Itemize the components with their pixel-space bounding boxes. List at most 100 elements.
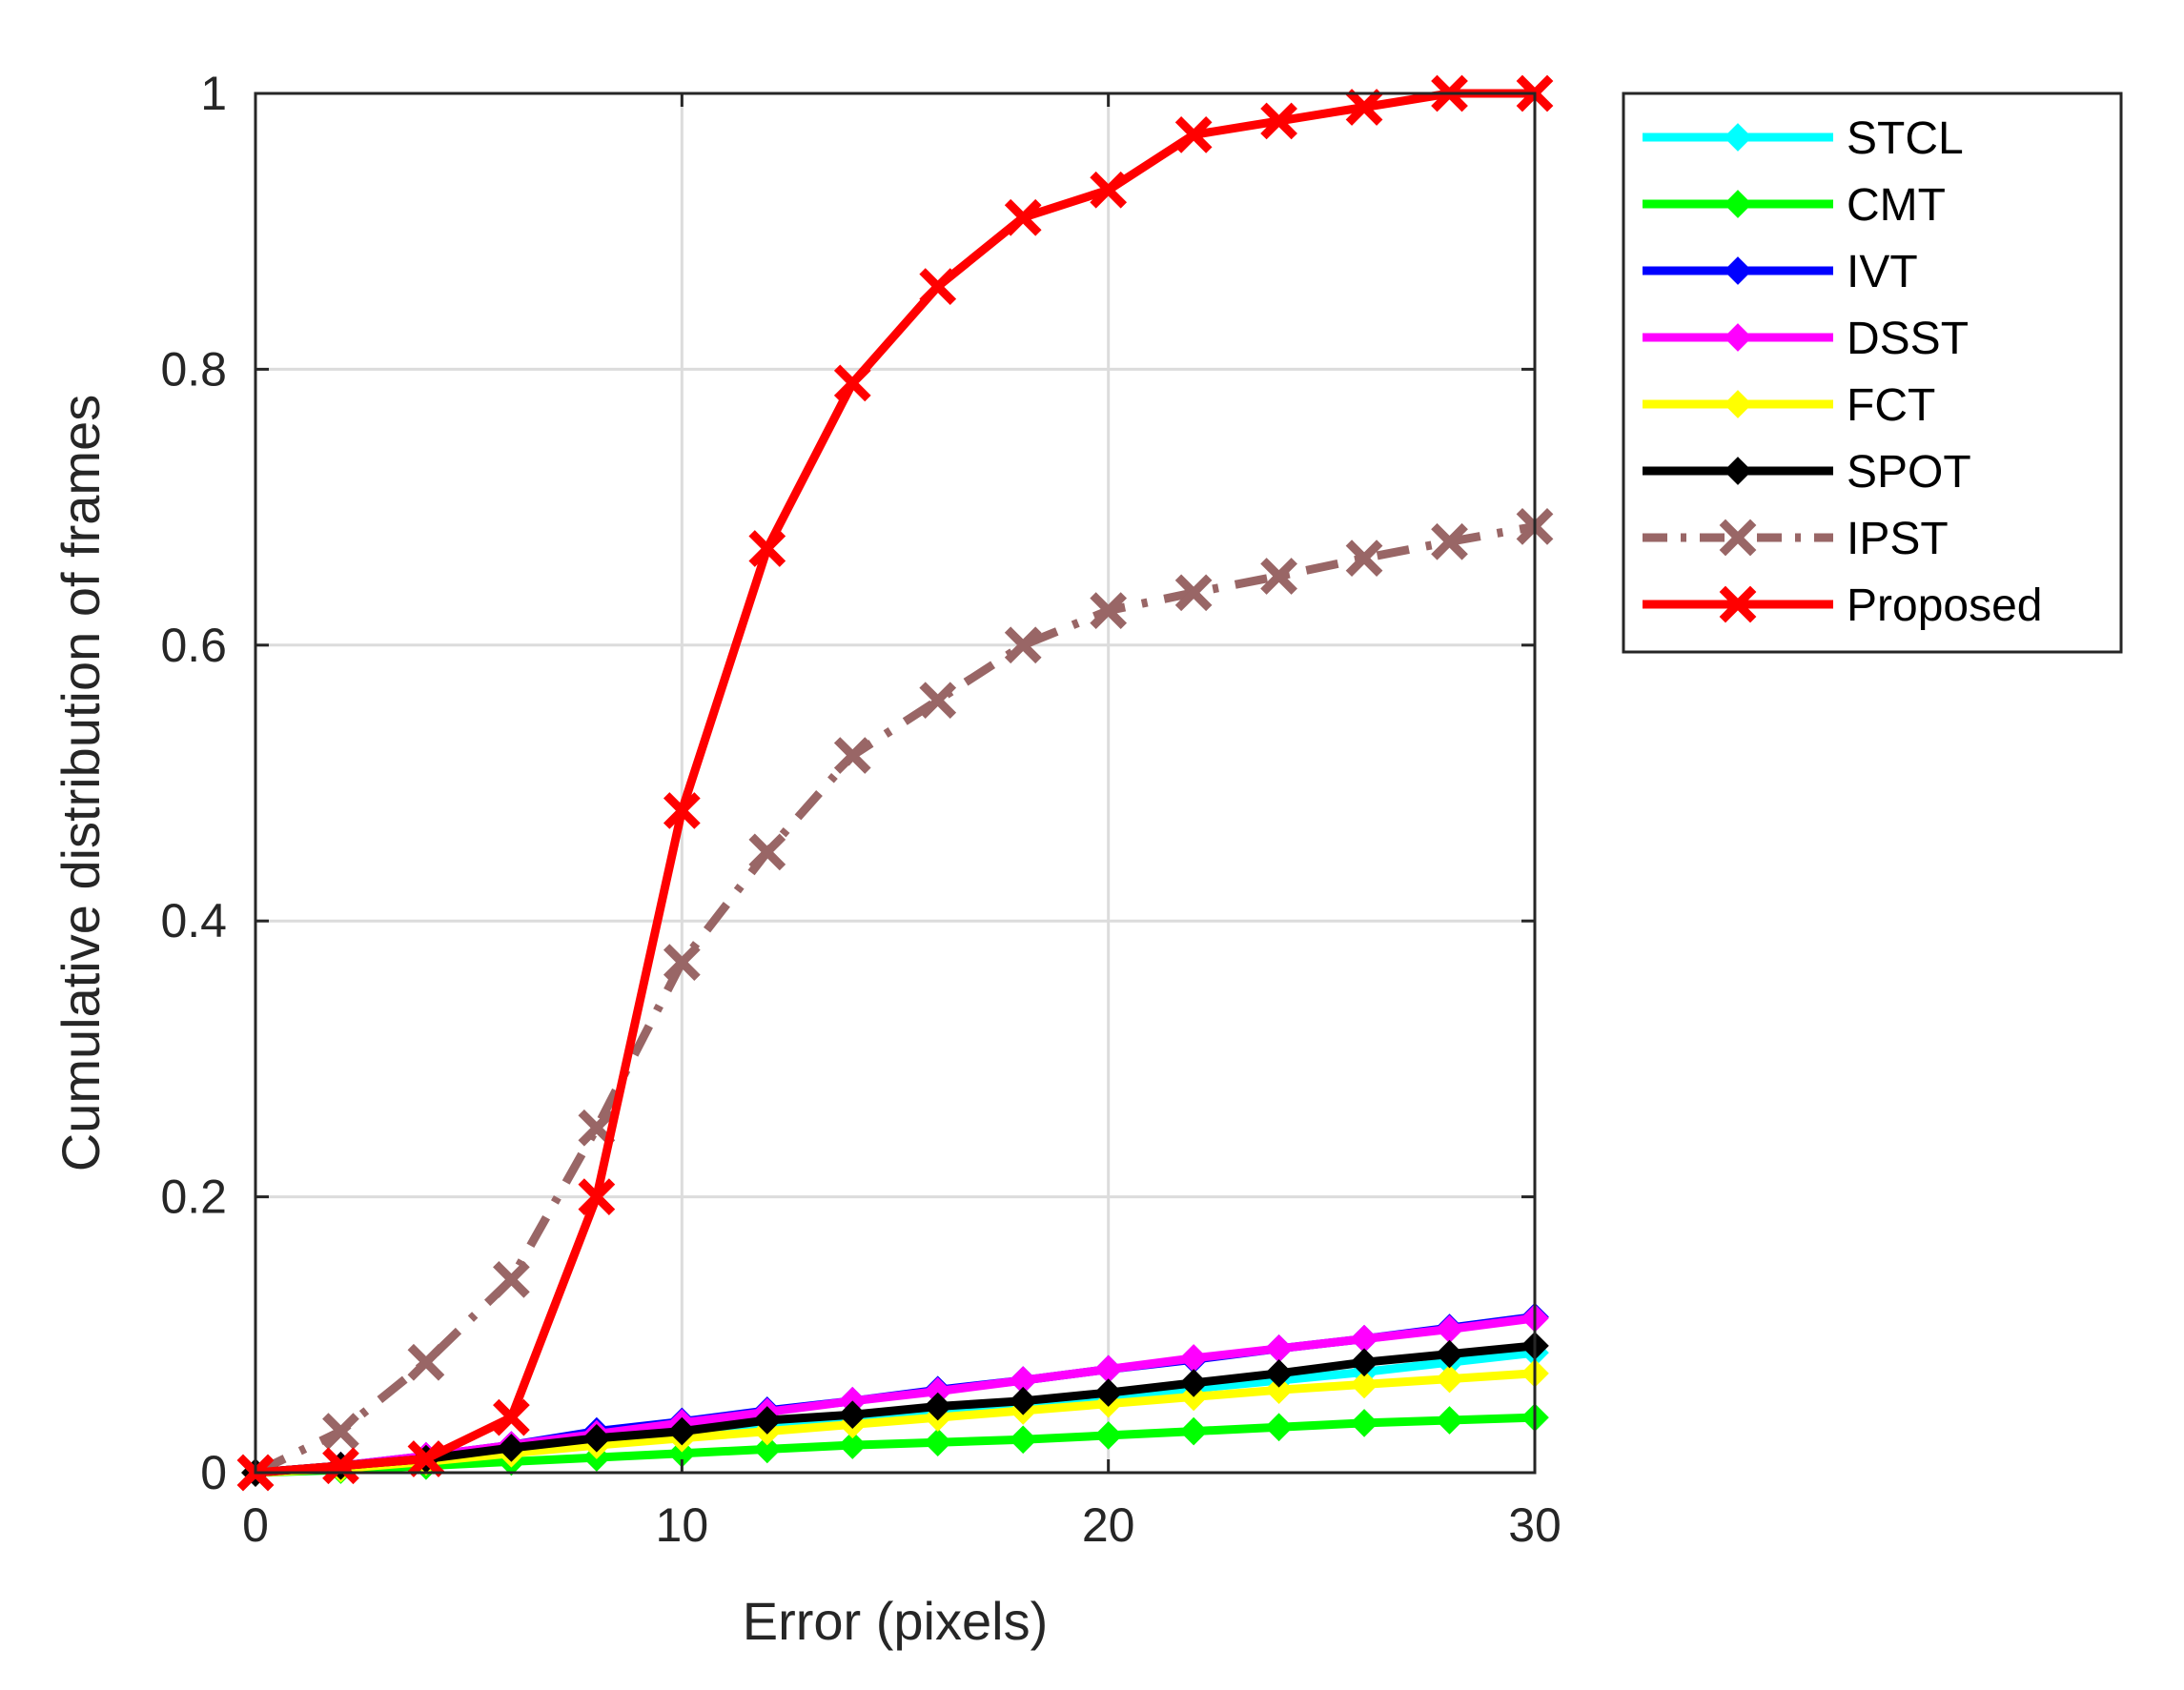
data-point-cmt xyxy=(838,1431,867,1459)
data-point-spot xyxy=(1179,1369,1208,1397)
data-point-ipst xyxy=(663,944,701,981)
data-point-spot xyxy=(1009,1386,1038,1415)
data-point-spot xyxy=(1093,1378,1123,1407)
data-point-proposed xyxy=(1345,89,1383,126)
series-spot xyxy=(241,1332,1549,1487)
data-point-fct xyxy=(1435,1364,1464,1394)
data-point-proposed xyxy=(1090,171,1128,209)
legend-marker-cmt xyxy=(1724,190,1752,218)
legend-marker-stcl xyxy=(1724,123,1752,152)
legend-label-cmt: CMT xyxy=(1847,180,1946,231)
data-point-cmt xyxy=(1179,1416,1208,1446)
data-point-cmt xyxy=(1009,1425,1038,1455)
data-point-cmt xyxy=(1264,1413,1294,1442)
y-tick-label: 0 xyxy=(200,1446,227,1499)
x-tick-label: 30 xyxy=(1508,1498,1561,1552)
data-point-ipst xyxy=(493,1261,530,1298)
axis-ticks xyxy=(254,92,1537,1475)
data-point-cmt xyxy=(1093,1421,1123,1450)
legend-item-stcl: STCL xyxy=(1643,113,1964,164)
data-point-ipst xyxy=(748,833,786,871)
data-point-spot xyxy=(923,1392,952,1421)
legend-label-ipst: IPST xyxy=(1847,514,1949,564)
legend-item-spot: SPOT xyxy=(1643,447,1971,498)
legend-item-ipst: IPST xyxy=(1643,514,1949,564)
y-tick-label: 0.4 xyxy=(160,894,227,947)
data-point-proposed xyxy=(833,364,871,402)
y-tick-labels: 0 0.2 0.4 0.6 0.8 1 xyxy=(160,67,227,1499)
series-line-ipst xyxy=(254,521,1536,1477)
legend-label-fct: FCT xyxy=(1847,380,1935,431)
data-point-ipst xyxy=(1431,522,1468,560)
series-line-cmt xyxy=(255,1413,1536,1477)
legend-marker-ivt xyxy=(1724,256,1752,285)
x-tick-label: 10 xyxy=(656,1498,709,1552)
data-point-proposed xyxy=(407,1440,445,1477)
data-point-ipst xyxy=(1174,574,1213,612)
data-point-cmt xyxy=(752,1435,782,1464)
y-tick-label: 0.2 xyxy=(160,1171,227,1224)
data-point-proposed xyxy=(493,1398,530,1436)
data-point-proposed xyxy=(663,792,701,829)
data-point-proposed xyxy=(1260,102,1297,140)
data-point-ipst xyxy=(407,1343,445,1381)
legend-marker-fct xyxy=(1724,390,1752,418)
data-point-ipst xyxy=(322,1413,359,1450)
legend-label-stcl: STCL xyxy=(1847,113,1964,164)
data-point-proposed xyxy=(578,1178,616,1215)
data-point-ipst xyxy=(1260,558,1297,595)
data-point-spot xyxy=(497,1434,526,1462)
legend-item-cmt: CMT xyxy=(1643,180,1946,231)
legend-box xyxy=(1622,92,2123,654)
y-axis-title: Cumulative distribution of frames xyxy=(51,395,111,1171)
y-tick-label: 0.6 xyxy=(160,619,227,672)
legend-label-proposed: Proposed xyxy=(1847,580,2042,631)
data-point-cmt xyxy=(1435,1406,1464,1435)
grid xyxy=(255,93,1535,1473)
data-point-proposed xyxy=(748,530,786,567)
data-point-fct xyxy=(1264,1375,1294,1405)
x-tick-labels: 0 10 20 30 xyxy=(242,1498,1561,1552)
x-tick-label: 20 xyxy=(1082,1498,1135,1552)
data-point-spot xyxy=(582,1423,611,1453)
x-axis-title: Error (pixels) xyxy=(743,1591,1048,1651)
data-point-proposed xyxy=(1174,116,1213,153)
legend-label-ivt: IVT xyxy=(1847,247,1918,297)
legend-marker-dsst xyxy=(1724,323,1752,352)
legend-marker-spot xyxy=(1724,457,1752,485)
series-line-proposed xyxy=(255,89,1535,1477)
data-point-spot xyxy=(752,1406,782,1435)
data-point-cmt xyxy=(1350,1409,1378,1437)
series-layer xyxy=(236,74,1554,1492)
series-line-spot xyxy=(255,1341,1536,1477)
data-point-proposed xyxy=(919,268,957,305)
data-point-cmt xyxy=(923,1428,952,1456)
data-point-proposed xyxy=(1004,198,1042,236)
legend-item-fct: FCT xyxy=(1643,380,1935,431)
data-point-fct xyxy=(1350,1370,1378,1399)
data-point-spot xyxy=(1350,1348,1378,1377)
data-point-ipst xyxy=(1345,540,1383,578)
data-point-spot xyxy=(667,1416,697,1446)
data-point-ipst xyxy=(1004,626,1042,664)
data-point-ipst xyxy=(833,737,871,774)
legend-item-proposed: Proposed xyxy=(1643,580,2042,631)
legend-label-spot: SPOT xyxy=(1847,447,1971,498)
data-point-ipst xyxy=(1090,592,1128,629)
plot-area-frame xyxy=(254,92,1537,1475)
data-point-ipst xyxy=(578,1109,616,1147)
y-tick-label: 0.8 xyxy=(160,342,227,396)
legend-marker-proposed xyxy=(1719,585,1757,623)
legend-marker-ipst xyxy=(1719,519,1757,557)
data-point-spot xyxy=(838,1400,867,1430)
data-point-spot xyxy=(1264,1358,1294,1388)
legend-label-dsst: DSST xyxy=(1847,314,1969,364)
data-point-ipst xyxy=(919,682,957,720)
y-tick-label: 1 xyxy=(200,67,227,120)
legend-item-ivt: IVT xyxy=(1643,247,1918,297)
legend-item-dsst: DSST xyxy=(1643,314,1969,364)
x-tick-label: 0 xyxy=(242,1498,269,1552)
legend: STCL CMT IVT DSST FCT SPOT IPST Proposed xyxy=(1622,92,2123,654)
data-point-spot xyxy=(1435,1339,1464,1369)
